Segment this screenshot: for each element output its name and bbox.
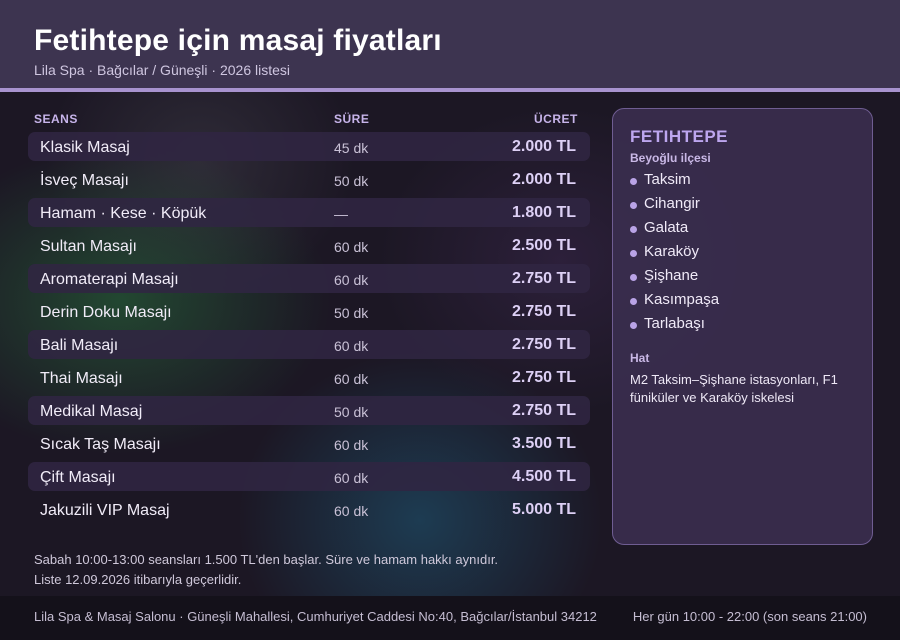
session-duration: 45 dk — [334, 140, 369, 156]
session-duration: 60 dk — [334, 239, 369, 255]
validity-note: Liste 12.09.2026 itibarıyla geçerlidir. — [34, 572, 242, 587]
page-footer: Lila Spa & Masaj Salonu · Güneşli Mahall… — [0, 596, 900, 640]
session-duration: 60 dk — [334, 371, 369, 387]
place-name: Galata — [644, 219, 689, 236]
footer-address: Lila Spa & Masaj Salonu · Güneşli Mahall… — [34, 609, 597, 624]
place-item: Karaköy — [630, 243, 719, 267]
place-name: Tarlabaşı — [644, 315, 705, 332]
place-item: Kasımpaşa — [630, 291, 719, 315]
session-price: 1.800 TL — [511, 204, 576, 221]
session-name: Bali Masajı — [40, 337, 119, 354]
place-item: Tarlabaşı — [630, 315, 719, 339]
session-price: 2.000 TL — [511, 171, 576, 188]
morning-note: Sabah 10:00-13:00 seansları 1.500 TL'den… — [34, 552, 499, 567]
location-district: Beyoğlu ilçesi — [630, 151, 711, 165]
session-price: 2.750 TL — [511, 369, 576, 386]
session-duration: 60 dk — [334, 338, 369, 354]
table-row: Derin Doku Masajı 50 dk 2.750 TL — [28, 297, 590, 326]
table-row: Medikal Masaj 50 dk 2.750 TL — [28, 396, 590, 425]
transit-label: Hat — [630, 351, 650, 365]
table-row: Aromaterapi Masajı 60 dk 2.750 TL — [28, 264, 590, 293]
session-duration: 60 dk — [334, 437, 369, 453]
session-name: Medikal Masaj — [40, 403, 143, 420]
session-price: 2.500 TL — [511, 237, 576, 254]
table-row: İsveç Masajı 50 dk 2.000 TL — [28, 165, 590, 194]
session-name: Sultan Masajı — [40, 238, 137, 255]
session-price: 3.500 TL — [511, 435, 576, 452]
page-header: Fetihtepe için masaj fiyatları Lila Spa … — [0, 0, 900, 88]
session-duration: 60 dk — [334, 503, 369, 519]
column-header-price: ÜCRET — [534, 112, 578, 126]
place-name: Şişhane — [644, 267, 699, 284]
table-row: Çift Masajı 60 dk 4.500 TL — [28, 462, 590, 491]
transit-text: M2 Taksim–Şişhane istasyonları, F1 fünik… — [630, 372, 838, 405]
session-name: Thai Masajı — [40, 370, 123, 387]
place-name: Cihangir — [644, 195, 700, 212]
bullet-icon — [630, 322, 637, 329]
column-header-duration: SÜRE — [334, 112, 370, 126]
location-panel: FETIHTEPE Beyoğlu ilçesi Taksim Cihangir G… — [612, 108, 873, 545]
bullet-icon — [630, 298, 637, 305]
location-title: FETIHTEPE — [630, 127, 729, 146]
session-price: 2.000 TL — [511, 138, 576, 155]
session-name: Aromaterapi Masajı — [40, 271, 179, 288]
session-duration: 50 dk — [334, 305, 369, 321]
session-name: Sıcak Taş Masajı — [40, 436, 161, 453]
place-name: Kasımpaşa — [644, 291, 720, 308]
table-row: Hamam · Kese · Köpük — 1.800 TL — [28, 198, 590, 227]
session-price: 5.000 TL — [511, 501, 576, 518]
place-name: Karaköy — [644, 243, 700, 260]
table-row: Bali Masajı 60 dk 2.750 TL — [28, 330, 590, 359]
session-name: Klasik Masaj — [40, 139, 130, 156]
session-price: 2.750 TL — [511, 270, 576, 287]
place-name: Taksim — [644, 171, 691, 188]
session-name: Derin Doku Masajı — [40, 304, 172, 321]
session-duration: 50 dk — [334, 404, 369, 420]
bullet-icon — [630, 226, 637, 233]
bullet-icon — [630, 178, 637, 185]
bullet-icon — [630, 202, 637, 209]
session-name: Çift Masajı — [40, 469, 116, 486]
bullet-icon — [630, 274, 637, 281]
session-duration: — — [334, 206, 348, 222]
place-item: Şişhane — [630, 267, 719, 291]
session-price: 4.500 TL — [511, 468, 576, 485]
page-title: Fetihtepe için masaj fiyatları — [34, 24, 442, 57]
column-header-session: SEANS — [34, 112, 78, 126]
session-duration: 50 dk — [334, 173, 369, 189]
footer-hours: Her gün 10:00 - 22:00 (son seans 21:00) — [632, 609, 867, 624]
session-name: Hamam · Kese · Köpük — [40, 205, 207, 222]
price-table: Klasik Masaj 45 dk 2.000 TL İsveç Masajı 50 … — [28, 132, 590, 528]
nearby-places-list: Taksim Cihangir Galata Karaköy Şişhane Kasımp… — [630, 171, 719, 339]
bullet-icon — [630, 250, 637, 257]
table-row: Thai Masajı 60 dk 2.750 TL — [28, 363, 590, 392]
place-item: Cihangir — [630, 195, 719, 219]
session-price: 2.750 TL — [511, 303, 576, 320]
session-duration: 60 dk — [334, 470, 369, 486]
table-row: Sıcak Taş Masajı 60 dk 3.500 TL — [28, 429, 590, 458]
session-price: 2.750 TL — [511, 402, 576, 419]
session-name: Jakuzili VIP Masaj — [40, 502, 170, 519]
session-duration: 60 dk — [334, 272, 369, 288]
place-item: Galata — [630, 219, 719, 243]
table-row: Jakuzili VIP Masaj 60 dk 5.000 TL — [28, 495, 590, 524]
header-divider — [0, 88, 900, 92]
session-price: 2.750 TL — [511, 336, 576, 353]
session-name: İsveç Masajı — [40, 172, 129, 189]
table-row: Sultan Masajı 60 dk 2.500 TL — [28, 231, 590, 260]
place-item: Taksim — [630, 171, 719, 195]
page-subtitle: Lila Spa · Bağcılar / Güneşli · 2026 lis… — [34, 62, 291, 78]
table-row: Klasik Masaj 45 dk 2.000 TL — [28, 132, 590, 161]
